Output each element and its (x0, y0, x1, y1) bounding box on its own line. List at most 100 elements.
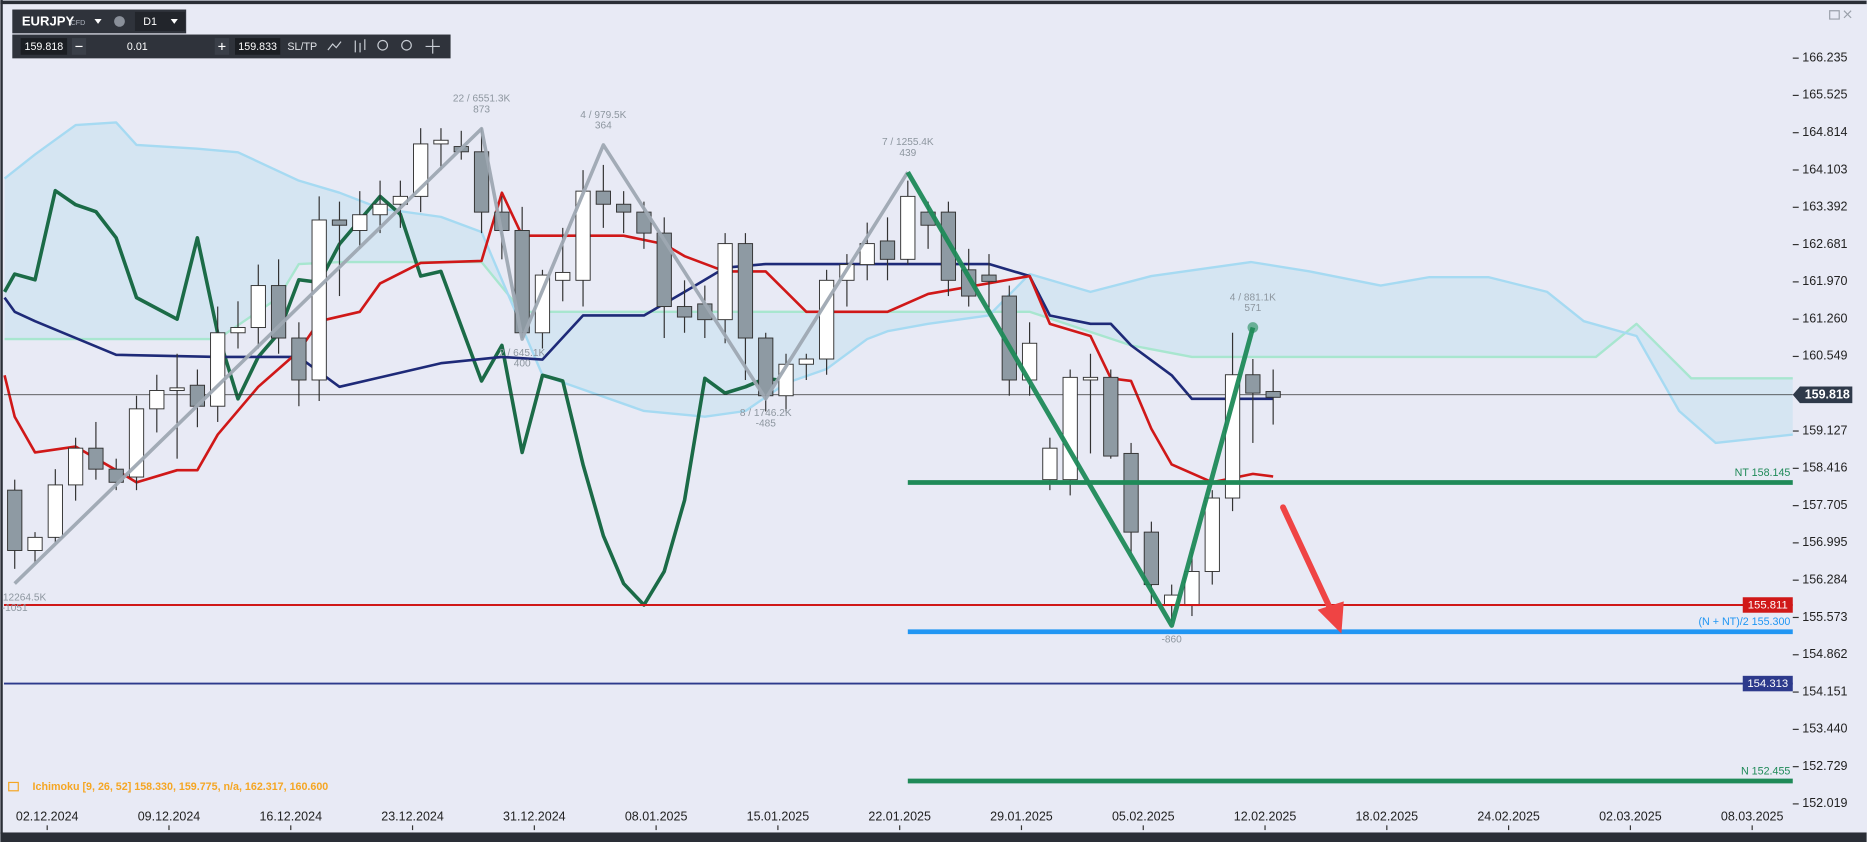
zigzag-label: 4 / 979.5K (580, 110, 626, 121)
candle-body (352, 214, 368, 231)
x-tick-label: 16.12.2024 (259, 809, 322, 823)
zigzag-label: 571 (1244, 303, 1261, 314)
bars-icon[interactable] (354, 39, 366, 53)
candle-body (981, 274, 997, 282)
candle-body (1265, 391, 1281, 398)
candle-body (1143, 531, 1159, 586)
zigzag-label: 22 / 6551.3K (453, 94, 511, 105)
candle-body (1204, 497, 1220, 572)
zigzag-label: -1051 (2, 603, 28, 614)
zoom-in-icon[interactable] (401, 39, 412, 51)
cloud-fill (4, 122, 1793, 443)
x-tick-label: 18.02.2025 (1356, 809, 1419, 823)
y-tick-label: 164.103 (1802, 162, 1847, 176)
candle-body (1082, 376, 1099, 381)
sltp[interactable]: SL/TP (287, 41, 317, 53)
candle-body (372, 203, 388, 216)
symbol[interactable]: EURJPY (22, 13, 75, 28)
candle-body (555, 271, 571, 281)
candle-body (291, 337, 307, 381)
dropdown-icon[interactable] (170, 19, 178, 24)
zigzag-line (905, 171, 1256, 628)
y-tick-label: 154.151 (1802, 684, 1847, 698)
candle-body (616, 203, 632, 213)
last-price-box (1792, 386, 1853, 404)
level-box (1742, 597, 1793, 613)
candle-body (169, 387, 185, 391)
last-price-label: 159.818 (1805, 388, 1850, 402)
line-tool-icon[interactable] (327, 41, 342, 51)
zigzag-label: 28 / 12264.5K (0, 592, 46, 603)
level-label: (N + NT)/2 155.300 (1698, 616, 1790, 628)
y-tick-label: 156.284 (1802, 572, 1847, 586)
arrow-head (1317, 601, 1344, 634)
zoom-out-icon[interactable] (377, 39, 389, 51)
candle-body (717, 243, 733, 321)
candle-body (676, 306, 693, 318)
y-tick-label: 156.995 (1802, 535, 1847, 549)
y-tick-label: 155.573 (1802, 610, 1847, 624)
x-tick-label: 08.01.2025 (625, 809, 688, 823)
dropdown-icon[interactable] (94, 19, 102, 24)
ask-box[interactable] (235, 38, 281, 55)
candle-body (230, 327, 246, 334)
candle-body (331, 219, 348, 226)
level-label: NT 158.145 (1735, 467, 1791, 479)
candle-body (27, 536, 43, 551)
indicator-icon[interactable] (8, 781, 19, 792)
lot[interactable]: 0.01 (127, 41, 148, 53)
candle-body (67, 447, 84, 486)
zigzag-label: 7 / 1255.4K (882, 137, 934, 148)
candle-body (758, 337, 774, 397)
x-tick-label: 29.01.2025 (990, 809, 1053, 823)
level-label: 154.313 (1747, 678, 1788, 690)
candle-body (433, 139, 449, 145)
zigzag-label: 4 / 881.1K (1230, 292, 1276, 303)
zigzag-label: 2 / 645.1K (499, 348, 545, 359)
bid[interactable]: 159.818 (25, 41, 64, 53)
zigzag-label: 364 (595, 121, 612, 132)
x-tick-label: 23.12.2024 (381, 809, 444, 823)
x-tick-label: 31.12.2024 (503, 809, 566, 823)
info-icon[interactable] (114, 16, 125, 27)
candle-body (473, 151, 490, 213)
x-tick-label: 12.02.2025 (1234, 809, 1297, 823)
candle-body (47, 484, 63, 538)
level-box (1742, 675, 1793, 692)
candle-body (859, 243, 875, 266)
y-tick-label: 158.416 (1802, 461, 1847, 475)
ask[interactable]: 159.833 (238, 41, 277, 53)
level-label: N 152.455 (1741, 765, 1790, 777)
window-controls[interactable] (1829, 10, 1852, 20)
arrow-shaft (1280, 504, 1335, 616)
y-tick-label: 157.705 (1802, 498, 1847, 512)
timeframe[interactable]: D1 (143, 16, 157, 28)
zigzag-label: 8 / 1746.2K (740, 408, 792, 419)
candle-body (900, 195, 916, 260)
candle-body (961, 269, 977, 297)
candle-body (1042, 447, 1058, 481)
y-tick-label: 152.729 (1802, 759, 1847, 773)
candle-body (1103, 376, 1119, 457)
zigzag-label: 400 (514, 359, 531, 370)
crosshair-icon[interactable] (425, 39, 440, 54)
y-tick-label: 160.549 (1802, 349, 1847, 363)
candle-body (250, 285, 266, 329)
candle-body (737, 243, 754, 339)
x-tick-label: 08.03.2025 (1721, 809, 1784, 823)
annotations (1280, 504, 1344, 634)
candle-body (311, 219, 327, 381)
candle-body (818, 279, 835, 360)
plot-area: 166.235 165.525 164.814 164.103 163.392 162.6… (0, 50, 1853, 831)
y-tick-label: 159.127 (1802, 423, 1847, 437)
y-tick-label: 161.260 (1802, 311, 1847, 325)
symbol-kind: CFD (71, 19, 86, 27)
y-tick-label: 152.019 (1802, 796, 1847, 810)
timeframe-box[interactable] (134, 11, 185, 31)
bid-box[interactable] (20, 38, 68, 55)
y-tick-label: 161.970 (1802, 274, 1847, 288)
level-label: 155.811 (1748, 600, 1788, 612)
candle-body (88, 447, 104, 470)
